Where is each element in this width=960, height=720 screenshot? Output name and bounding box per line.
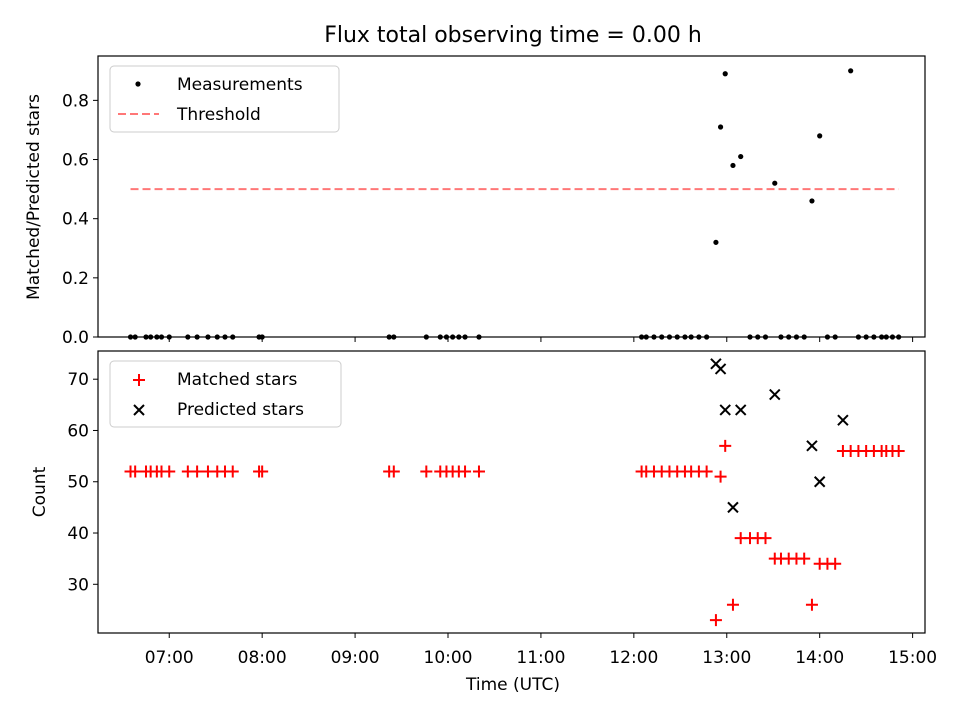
matched-stars-point	[700, 465, 713, 478]
x-tick-label: 09:00	[331, 648, 380, 668]
matched-stars-point	[714, 470, 727, 483]
measurements-point	[809, 198, 815, 204]
predicted-stars-point	[813, 476, 826, 488]
predicted-stars-point	[769, 388, 781, 401]
top-legend-box	[109, 65, 340, 133]
x-tick-label: 08:00	[238, 648, 287, 668]
matched-stars-point	[726, 598, 739, 611]
predicted-stars-point	[734, 404, 747, 416]
matched-stars-point	[719, 439, 732, 452]
matched-stars-point	[829, 557, 842, 570]
measurements-point	[848, 68, 854, 74]
bottom-legend: Matched stars Predicted stars	[109, 360, 342, 428]
x-tick-label: 14:00	[795, 648, 844, 668]
measurements-point	[722, 71, 728, 77]
top-panel: 0.00.20.40.60.8 Matched/Predicted stars …	[24, 55, 926, 348]
measurements-point	[738, 153, 744, 160]
predicted-stars-point	[719, 404, 731, 416]
matched-stars-point	[256, 465, 269, 478]
measurements-point	[817, 133, 823, 139]
bottom-legend-box	[109, 360, 342, 428]
predicted-stars-point	[727, 501, 739, 514]
legend-measurements-label: Measurements	[177, 75, 303, 95]
bottom-series-marks	[124, 358, 905, 627]
matched-stars-point	[759, 532, 772, 545]
measurements-point	[713, 239, 719, 245]
matched-stars-point	[798, 552, 811, 565]
matched-stars-point	[459, 465, 472, 478]
predicted-stars-point	[714, 363, 727, 375]
bottom-y-tick-label: 60	[67, 421, 89, 441]
bottom-y-tick-label: 50	[67, 473, 89, 493]
bottom-plot-frame	[97, 350, 926, 634]
matched-stars-point	[163, 465, 176, 478]
legend-threshold-label: Threshold	[176, 105, 261, 125]
top-y-tick-label: 0.2	[62, 269, 89, 289]
legend-matched-label: Matched stars	[177, 370, 297, 390]
matched-stars-point	[129, 465, 142, 478]
bottom-y-tick-label: 30	[67, 575, 89, 595]
figure-title: Flux total observing time = 0.00 h	[324, 23, 702, 48]
top-legend: Measurements Threshold	[109, 65, 340, 133]
matched-stars-point	[709, 614, 722, 627]
matched-stars-point	[892, 444, 905, 457]
matched-stars-point	[191, 465, 204, 478]
legend-measurements-marker	[135, 81, 141, 87]
x-axis-label: Time (UTC)	[465, 675, 560, 695]
top-y-axis-label: Matched/Predicted stars	[24, 94, 44, 300]
matched-stars-point	[472, 465, 485, 478]
x-tick-label: 11:00	[516, 648, 565, 668]
measurements-point	[772, 180, 778, 186]
bottom-y-tick-label: 40	[67, 524, 89, 544]
measurements-point	[730, 162, 736, 169]
top-y-tick-label: 0.4	[62, 210, 89, 230]
top-y-axis: 0.0 0.2 0.4 0.6 0.8	[62, 91, 98, 348]
matched-stars-point	[387, 465, 400, 478]
matched-stars-point	[420, 465, 433, 478]
x-tick-label: 10:00	[424, 648, 473, 668]
predicted-stars-point	[837, 414, 849, 426]
top-y-tick-label: 0.8	[62, 91, 89, 111]
bottom-y-axis: 30 40 50 60 70	[67, 370, 98, 595]
matched-stars-point	[805, 598, 818, 611]
bottom-x-axis: 07:00 08:00 09:00 10:00 11:00 12:00 13:00 14:00…	[145, 633, 937, 668]
x-tick-label: 13:00	[702, 648, 751, 668]
legend-matched-marker	[133, 374, 145, 386]
top-y-tick-label: 0.0	[62, 328, 89, 348]
x-tick-label: 12:00	[609, 648, 658, 668]
bottom-y-tick-label: 70	[67, 370, 89, 390]
top-x-axis	[168, 337, 914, 342]
matched-stars-point	[226, 465, 239, 478]
bottom-y-axis-label: Count	[30, 466, 50, 517]
legend-predicted-label: Predicted stars	[177, 400, 304, 420]
predicted-stars-point	[806, 440, 818, 452]
top-y-tick-label: 0.6	[62, 151, 89, 171]
top-plot-frame	[97, 55, 926, 338]
x-tick-label: 15:00	[888, 648, 937, 668]
x-tick-label: 07:00	[145, 648, 194, 668]
legend-predicted-marker	[133, 404, 145, 416]
measurements-point	[717, 124, 724, 130]
bottom-panel: 30 40 50 60 70 07:00 08:00 09:00 10:00 11:00 12:0…	[30, 350, 937, 695]
